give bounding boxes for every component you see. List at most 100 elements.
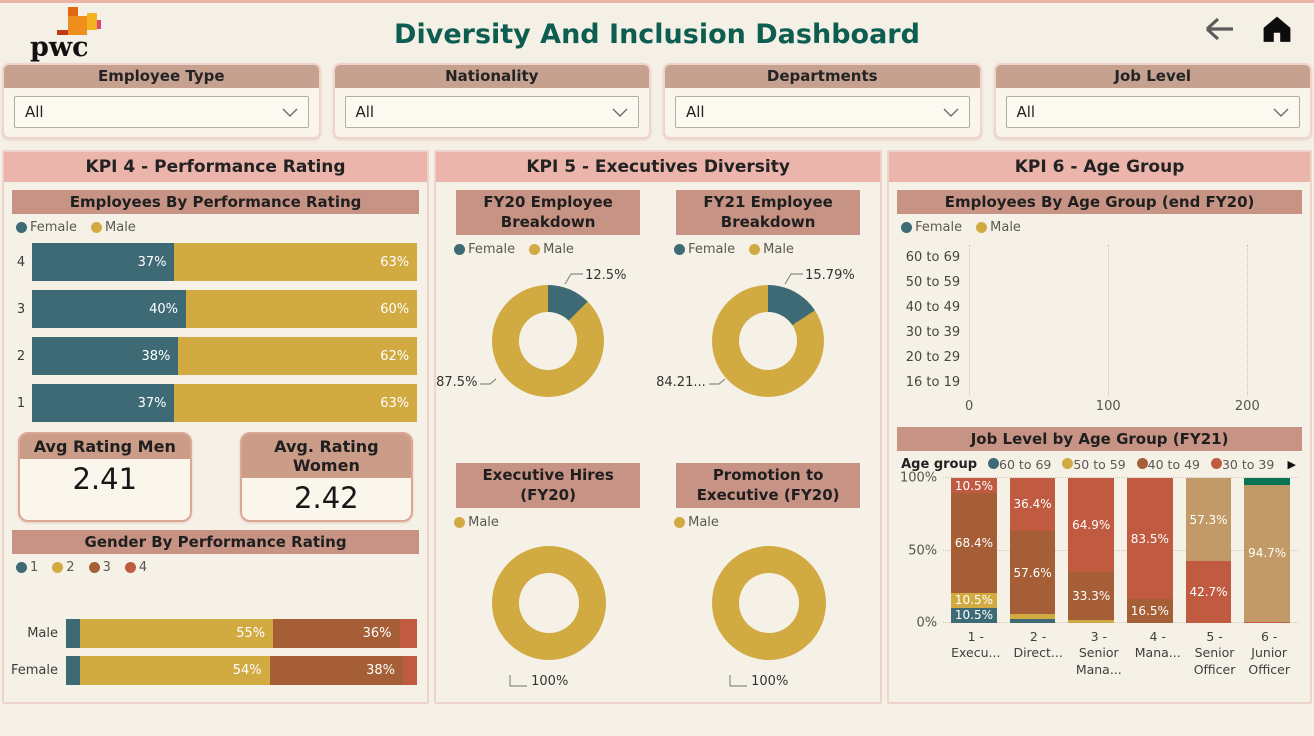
bar-segment-rating-2: 54% [80, 656, 270, 685]
stacked-column[interactable]: 94.7% [1244, 478, 1290, 623]
column-segment-20-to-29: 57.3% [1185, 478, 1232, 562]
dropdown-value: All [686, 103, 705, 121]
bar-segment-rating-1 [66, 619, 81, 648]
promotion-to-executive-donut[interactable] [712, 546, 827, 660]
legend-label: Female [688, 242, 736, 257]
legend-label: Male [688, 515, 719, 530]
header: pwc Diversity And Inclusion Dashboard [0, 3, 1314, 61]
stacked-bar[interactable]: 37% 63% [32, 243, 418, 281]
donut-title: FY20 Employee Breakdown [456, 190, 640, 235]
job-level-chart-x-axis: 1 - Execu... 2 - Direct... 3 - Senior Mana... 4… [943, 629, 1298, 678]
callout-line [784, 273, 804, 285]
legend-label: Female [915, 220, 963, 235]
departments-dropdown[interactable]: All [675, 96, 970, 128]
stacked-column[interactable]: 10.5% 10.5% 68.4% 10.5% [951, 478, 997, 623]
legend-label: 1 [30, 560, 39, 575]
legend-label: Male [468, 515, 499, 530]
stacked-bar[interactable]: 37% 63% [32, 384, 418, 422]
gridline [1108, 245, 1110, 395]
legend-dot-male [91, 222, 103, 233]
performance-bar-row: 1 37% 63% [10, 384, 418, 422]
card-value: 2.42 [294, 481, 359, 515]
legend-title: Age group [901, 457, 978, 472]
executive-hires-donut[interactable] [492, 546, 607, 660]
filter-job-level: Job Level All [993, 63, 1312, 139]
employees-by-age-group-chart: 60 to 69 50 to 59 40 to 49 30 to 39 20 to 29… [897, 245, 1296, 395]
employee-type-dropdown[interactable]: All [14, 96, 309, 128]
age-chart-legend: Female Male [901, 220, 1310, 235]
donut-callout-male: 87.5% [436, 375, 497, 390]
home-icon[interactable] [1262, 15, 1292, 43]
job-level-chart-title: Job Level by Age Group (FY21) [897, 427, 1302, 451]
filter-label: Job Level [995, 65, 1310, 88]
column-segment-50-to-59 [1068, 620, 1115, 623]
legend-scroll-arrow-icon[interactable]: ▶ [1287, 458, 1296, 471]
fy21-breakdown-donut[interactable] [712, 285, 825, 397]
x-label-line: 5 - [1206, 629, 1223, 644]
x-label-line: 2 - [1029, 629, 1047, 644]
callout-line [564, 273, 584, 285]
nationality-dropdown[interactable]: All [344, 96, 639, 128]
filter-bar: Employee Type All Nationality All Depart… [0, 61, 1314, 139]
x-label-line: Officer [1193, 661, 1236, 677]
fy20-breakdown-donut[interactable] [492, 285, 605, 397]
x-label-line: Senior [1194, 645, 1235, 661]
legend-label: Female [30, 220, 78, 235]
fy21-breakdown-donut-cell: FY21 Employee Breakdown Female Male 15.7… [656, 190, 870, 439]
performance-bar-row: 3 40% 60% [10, 290, 418, 328]
gender-by-performance-rating-chart: Male 55% 36% Female 54% 38% [4, 619, 427, 685]
column-x-label: 3 - Senior Mana... [1076, 629, 1122, 678]
legend-label: 60 to 69 [999, 457, 1052, 472]
legend-label: Female [468, 242, 516, 257]
bar-segment-male: 60% [186, 290, 418, 328]
bar-category-label: Male [27, 626, 58, 641]
performance-bar-row: 2 38% 62% [10, 337, 418, 375]
bar-category-label: 60 to 69 [905, 250, 961, 265]
column-x-label: 6 - Junior Officer [1248, 629, 1290, 678]
legend-dot-male [674, 517, 686, 528]
job-level-dropdown[interactable]: All [1005, 96, 1300, 128]
stacked-bar[interactable]: 40% 60% [32, 290, 418, 328]
stacked-bar[interactable]: 38% 62% [32, 337, 418, 375]
filter-label: Employee Type [4, 65, 319, 88]
job-level-chart-legend: Age group 60 to 69 50 to 59 40 to 49 30 … [901, 457, 1296, 472]
card-label: Avg Rating Men [20, 434, 190, 459]
legend-label: 4 [138, 560, 148, 575]
gridline [969, 245, 971, 395]
x-label-line: Officer [1248, 661, 1290, 677]
callout-line [480, 378, 497, 385]
donut-callout-female: 15.79% [784, 269, 855, 285]
x-axis-tick: 0 [964, 399, 974, 414]
column-segment-60-to-69: 10.5% [951, 607, 997, 623]
x-label-line: Mana... [1075, 661, 1122, 677]
stacked-column[interactable]: 16.5% 83.5% [1127, 478, 1173, 623]
legend-dot-male [749, 244, 761, 255]
chevron-down-icon [1273, 108, 1289, 117]
stacked-column[interactable]: 57.6% 36.4% [1009, 478, 1056, 623]
avg-rating-women-card: Avg. Rating Women 2.42 [239, 432, 414, 522]
stacked-bar[interactable]: 54% 38% [66, 656, 418, 685]
dropdown-value: All [25, 103, 44, 121]
back-arrow-icon[interactable] [1200, 15, 1236, 43]
legend-dot-3 [88, 562, 100, 573]
legend-label: 40 to 49 [1147, 457, 1200, 472]
gender-chart-legend: 1 2 3 4 [16, 560, 427, 575]
column-segment-40-to-49: 16.5% [1127, 599, 1173, 623]
legend-dot-male [454, 517, 466, 528]
stacked-column[interactable]: 33.3% 64.9% [1068, 478, 1115, 623]
stacked-column[interactable]: 42.7% 57.3% [1185, 478, 1232, 623]
bar-segment-male: 63% [174, 384, 418, 422]
filter-label: Nationality [334, 65, 649, 88]
legend-dot-female [454, 244, 466, 255]
column-segment-40-to-49: 57.6% [1009, 530, 1056, 615]
legend-label: 30 to 39 [1221, 457, 1275, 472]
x-axis-tick: 200 [1234, 399, 1260, 414]
bar-segment-male: 62% [178, 337, 418, 375]
column-segment-40-to-49: 33.3% [1068, 572, 1115, 621]
filter-employee-type: Employee Type All [2, 63, 321, 139]
kpi5-title: KPI 5 - Executives Diversity [436, 152, 881, 182]
legend-dot-1 [16, 562, 27, 573]
donut-callout-male: 100% [728, 674, 788, 688]
promotion-to-executive-donut-cell: Promotion to Executive (FY20) Male 100% [666, 463, 870, 702]
stacked-bar[interactable]: 55% 36% [66, 619, 418, 648]
